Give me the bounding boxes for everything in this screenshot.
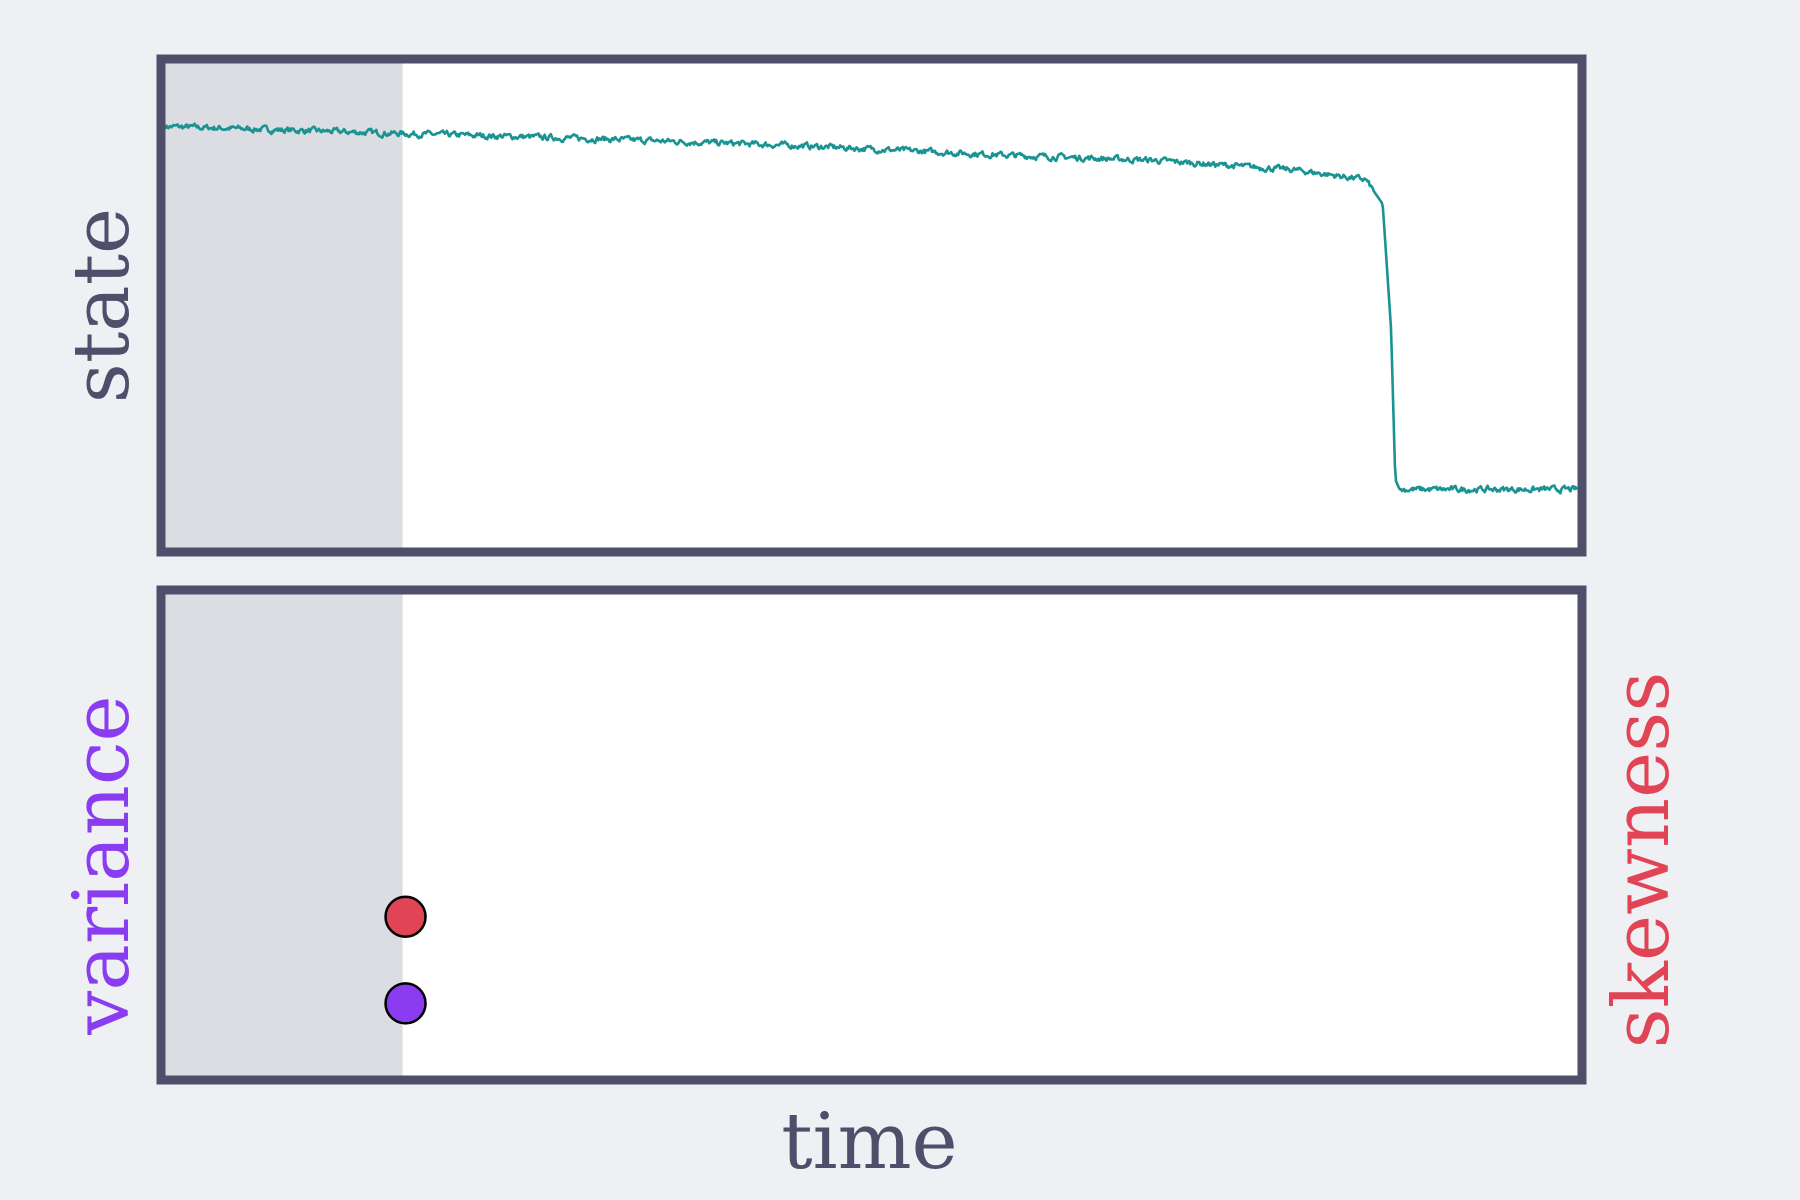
skewness-axis-label: skewness — [1597, 672, 1687, 1049]
state-panel-frame — [156, 54, 1587, 557]
variance-axis-label: variance — [57, 695, 147, 1035]
variance-point — [384, 982, 427, 1025]
state-window-shade — [161, 59, 403, 552]
indicator-panel-frame — [156, 585, 1587, 1085]
state-panel: state — [57, 54, 1587, 557]
skewness-point — [384, 895, 427, 939]
state-axis-label: state — [57, 208, 147, 403]
time-axis-label: time — [781, 1097, 957, 1187]
state-series-line — [164, 122, 1579, 495]
indicator-window-shade — [161, 590, 403, 1080]
indicator-panel: variance skewness time — [57, 585, 1687, 1187]
indicator-points — [384, 895, 427, 1025]
